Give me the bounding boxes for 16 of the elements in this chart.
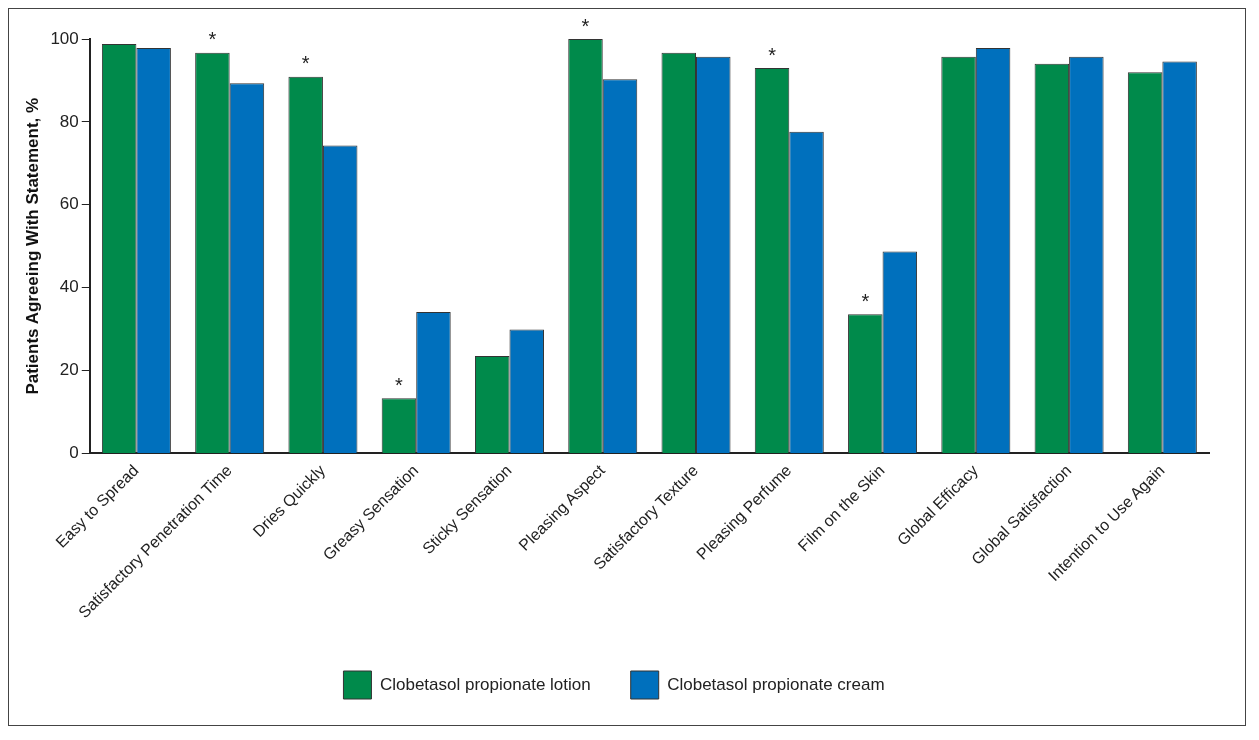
annotation: * <box>301 52 310 75</box>
y-tick-label: 60 <box>59 194 79 214</box>
annotation: * <box>581 14 590 37</box>
legend-label: Clobetasol propionate lotion <box>379 674 591 694</box>
legend-label: Clobetasol propionate cream <box>667 674 885 694</box>
annotation: * <box>395 373 404 396</box>
y-tick-label: 20 <box>59 360 79 380</box>
y-tick-label: 100 <box>50 28 79 48</box>
y-tick-label: 40 <box>59 277 79 297</box>
y-tick-label: 0 <box>69 443 79 463</box>
annotation: * <box>208 28 217 51</box>
y-axis-title: Patients Agreeing With Statement, % <box>22 97 42 395</box>
y-tick-label: 80 <box>59 111 79 131</box>
x-tick-label: Film on the Skin <box>794 461 888 555</box>
annotation: * <box>861 289 870 312</box>
annotation: * <box>768 43 777 66</box>
